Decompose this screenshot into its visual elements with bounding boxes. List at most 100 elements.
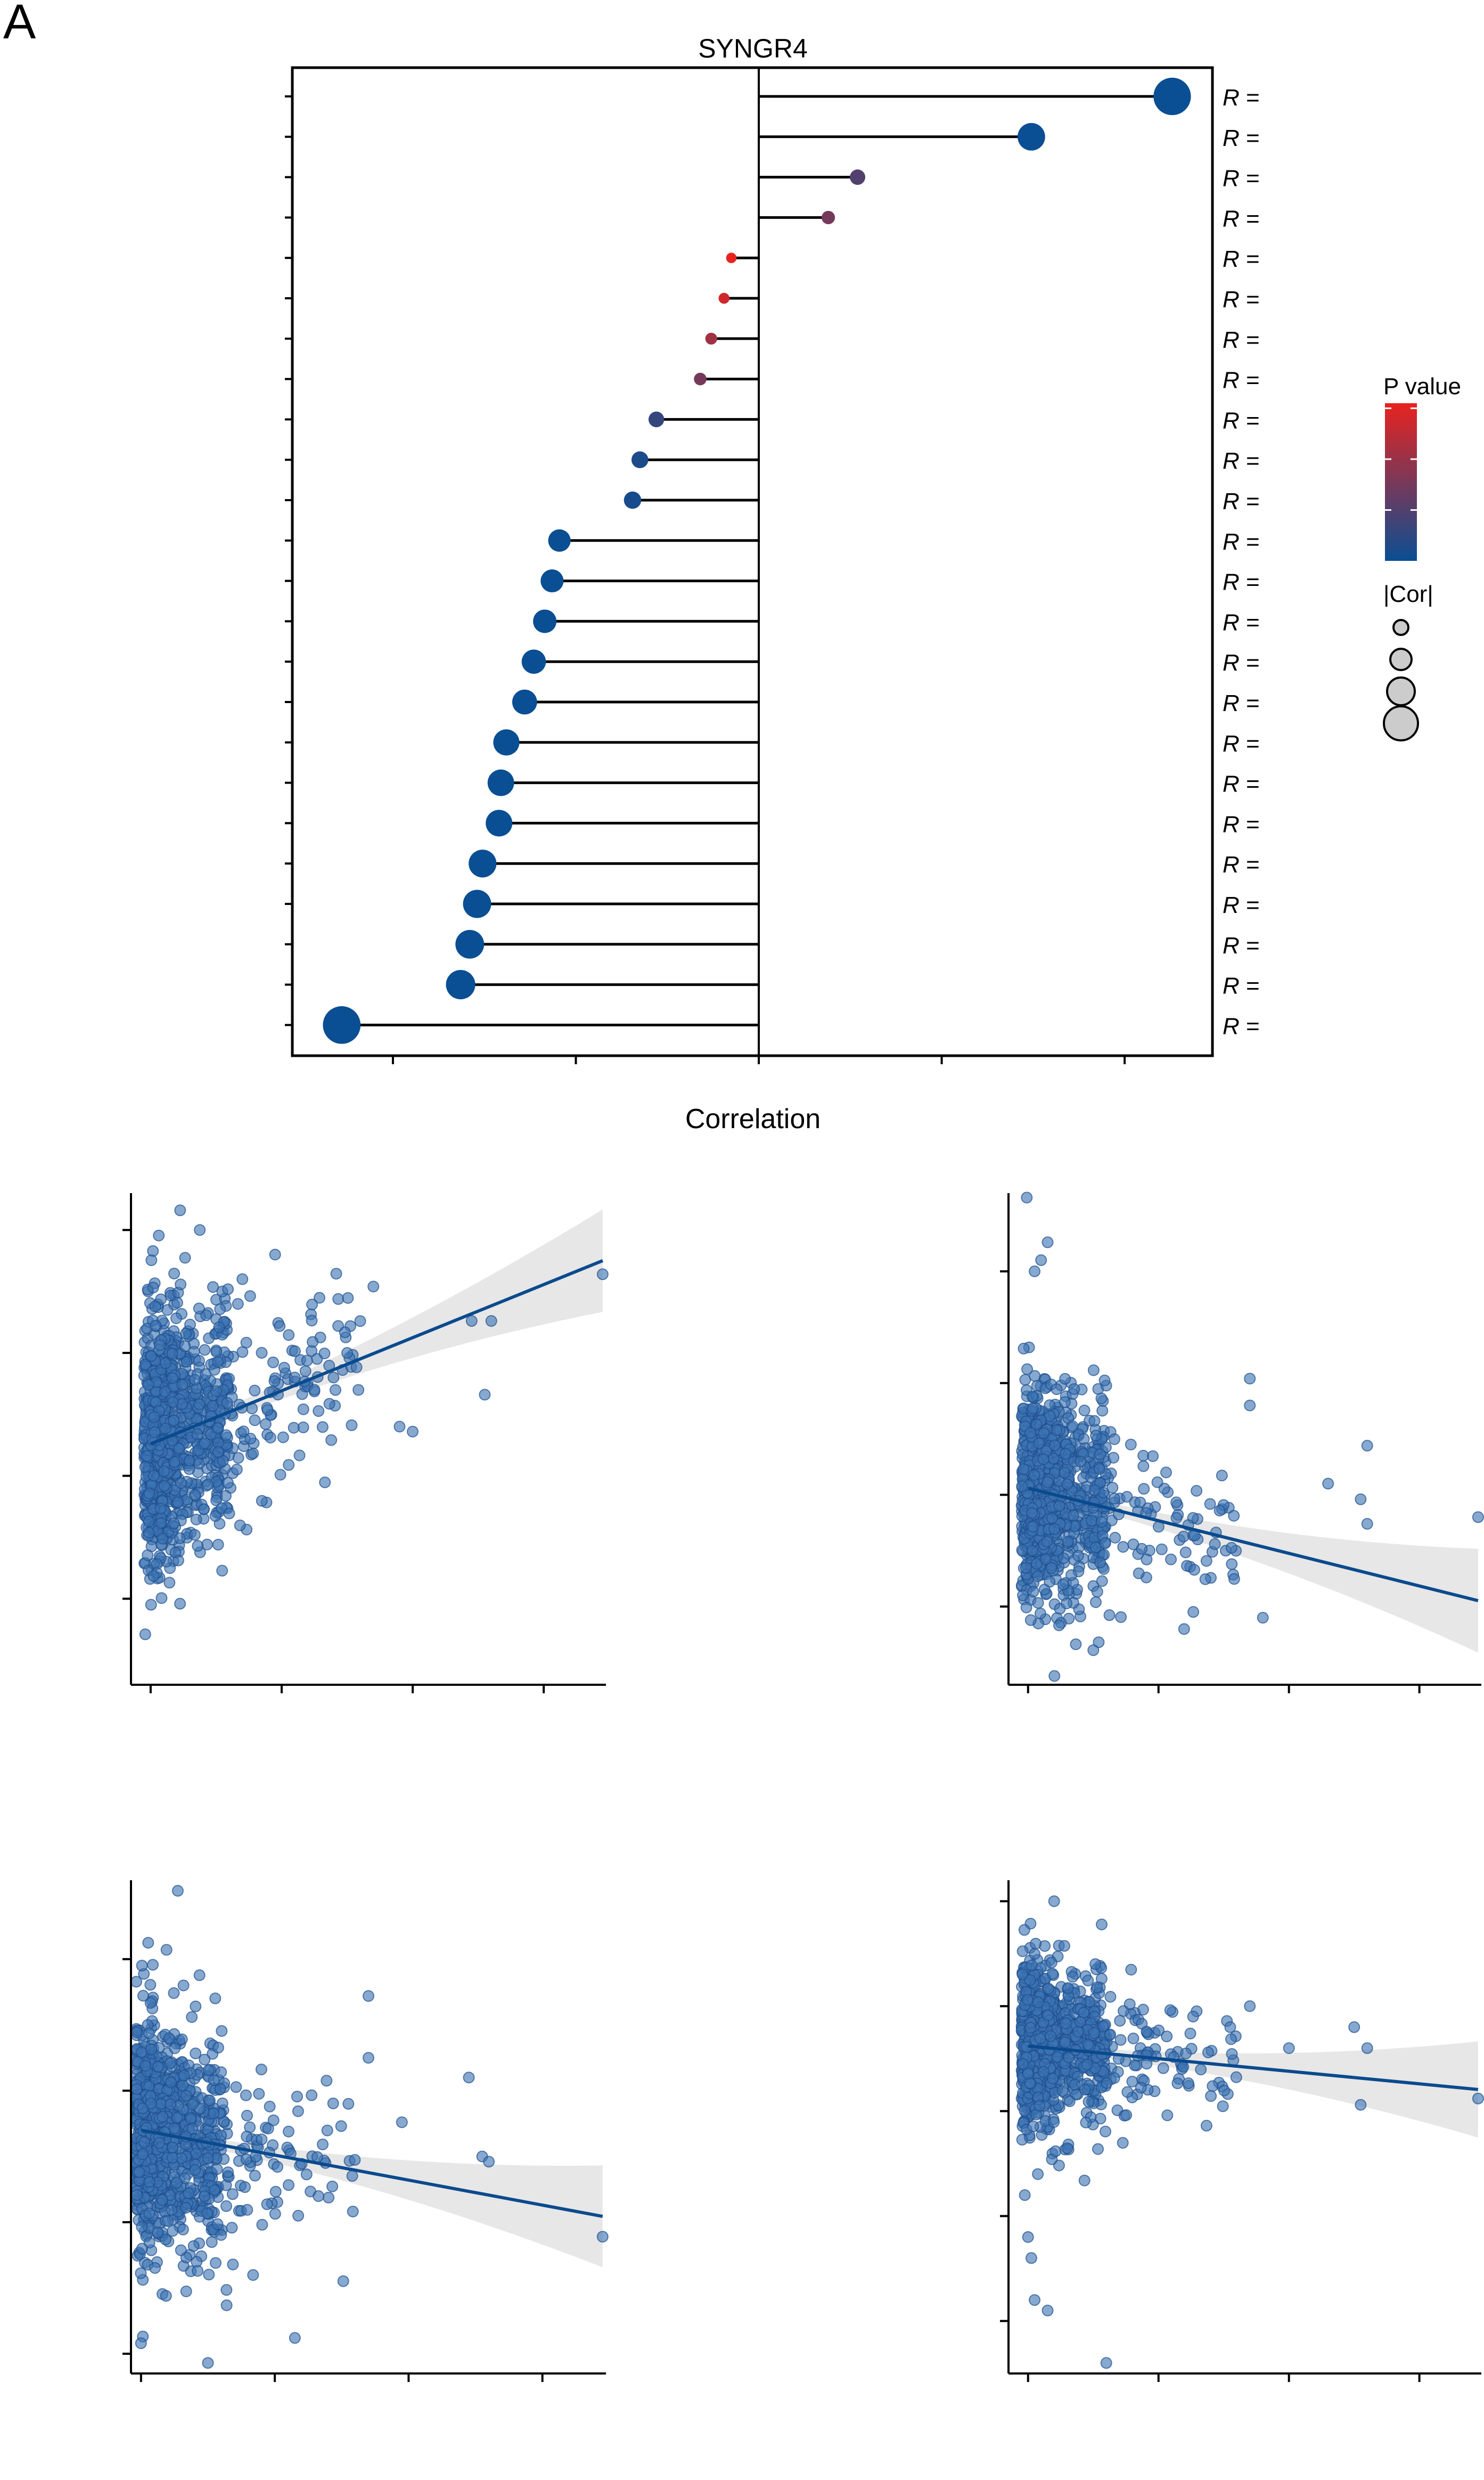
scatter-point (265, 1432, 276, 1443)
scatter-point (198, 2190, 210, 2202)
scatter-point (1051, 1383, 1063, 1396)
scatter-point (216, 2025, 228, 2037)
scatter-point (307, 1336, 319, 1348)
scatter-point (1170, 1496, 1183, 1508)
r-equals: = (1240, 407, 1260, 434)
scatter-point (1225, 2033, 1237, 2045)
scatter-point (1151, 1476, 1163, 1488)
scatter-point (1096, 1405, 1109, 1417)
scatter-point (168, 1456, 181, 1468)
scatter-point (1061, 1478, 1073, 1490)
scatter-point (1042, 1236, 1054, 1249)
scatter-point (172, 1496, 184, 1508)
scatter-point (160, 1944, 173, 1956)
scatter-point (170, 1312, 182, 1324)
scatter-point (149, 1300, 161, 1312)
scatter-point (144, 1979, 157, 1991)
r-symbol: R (1223, 206, 1240, 232)
scatter-point (1209, 1538, 1221, 1550)
scatter-point (1042, 1476, 1054, 1488)
dot-idc (469, 850, 497, 878)
x-axis (391, 1056, 1126, 1064)
scatter-point (168, 1414, 180, 1426)
scatter-point (139, 1461, 151, 1473)
scatter-point (352, 1384, 365, 1396)
scatter-point (241, 2109, 253, 2122)
scatter-point (232, 1452, 244, 1464)
scatter-point (154, 2098, 167, 2110)
dot-th17-cells (850, 169, 866, 185)
dot-tgd (822, 210, 835, 224)
scatter-point (268, 1375, 281, 1387)
scatter-point (1101, 2077, 1113, 2089)
scatter-point (269, 2185, 282, 2198)
r-symbol: R (1223, 609, 1240, 635)
r-annotation-dc: R = (1223, 690, 1260, 716)
scatter-point (1034, 1608, 1046, 1620)
scatter-point (1226, 2048, 1238, 2060)
scatter-point (479, 1389, 491, 1401)
r-annotation-tcm: R = (1223, 1013, 1260, 1039)
scatter-point (1061, 2142, 1073, 2155)
scatter-point (1021, 1363, 1033, 1375)
scatter-points (130, 1885, 609, 2369)
scatter-point (1108, 1492, 1120, 1505)
scatter-point (222, 2166, 234, 2179)
scatter-point (1017, 1589, 1029, 1602)
scatter-point (1091, 1586, 1103, 1598)
scatter-point (164, 2057, 176, 2069)
scatter-point (178, 2069, 190, 2082)
scatter-point (256, 2133, 268, 2145)
scatter-point (210, 1346, 223, 1358)
scatter-point (165, 2076, 177, 2089)
scatter-point (1114, 2034, 1127, 2046)
scatter-point (131, 2189, 143, 2201)
scatter-point (1127, 1538, 1139, 1551)
dot-cd8-t-cells (455, 929, 485, 959)
scatter-point (1164, 2004, 1176, 2016)
scatter-point (1171, 2077, 1184, 2090)
scatter-point (154, 1339, 166, 1351)
scatter-point (222, 1476, 234, 1489)
scatter-point (407, 1425, 419, 1438)
r-symbol: R (1223, 448, 1240, 474)
scatter-point (1019, 2104, 1031, 2117)
dot-t-cells (493, 729, 520, 756)
scatter-point (1029, 2294, 1040, 2306)
scatter-point (1032, 1996, 1044, 2009)
scatter-point (1187, 2011, 1199, 2022)
scatter-point (261, 1404, 274, 1416)
scatter-point (152, 2060, 165, 2073)
r-annotation-neutrophils: R = (1223, 529, 1260, 555)
scatter-point (142, 1549, 154, 1561)
scatter-point (337, 2275, 349, 2287)
r-equals: = (1240, 650, 1260, 676)
scatter-point (1109, 1531, 1121, 1544)
scatter-point (165, 2098, 176, 2110)
scatter-point (223, 1507, 235, 1520)
scatter-point (249, 1414, 261, 1426)
scatter-point (1094, 1448, 1106, 1461)
r-annotation-idc: R = (1223, 852, 1260, 878)
scatter-point (193, 1969, 206, 1981)
r-equals: = (1240, 690, 1260, 716)
scatter-point (1199, 1573, 1211, 1585)
scatter-point (188, 1345, 200, 1358)
scatter-point (169, 2042, 181, 2054)
scatter-point (174, 1532, 186, 1544)
scatter-point (335, 2120, 347, 2132)
scatter-point (1069, 2078, 1081, 2091)
scatter-point (163, 1577, 176, 1589)
r-equals: = (1240, 529, 1260, 555)
r-equals: = (1240, 892, 1260, 918)
scatter-point (342, 1292, 354, 1304)
scatter-point (1024, 2021, 1037, 2034)
scatter-point (283, 1459, 295, 1471)
scatter-point (1087, 1364, 1100, 1376)
scatter-point (147, 1282, 159, 1294)
scatter-point (1244, 1373, 1256, 1385)
scatter-point (167, 1396, 179, 1408)
scatter-point (256, 1347, 268, 1359)
scatter-point (212, 1446, 224, 1458)
scatter-point (239, 2181, 251, 2193)
